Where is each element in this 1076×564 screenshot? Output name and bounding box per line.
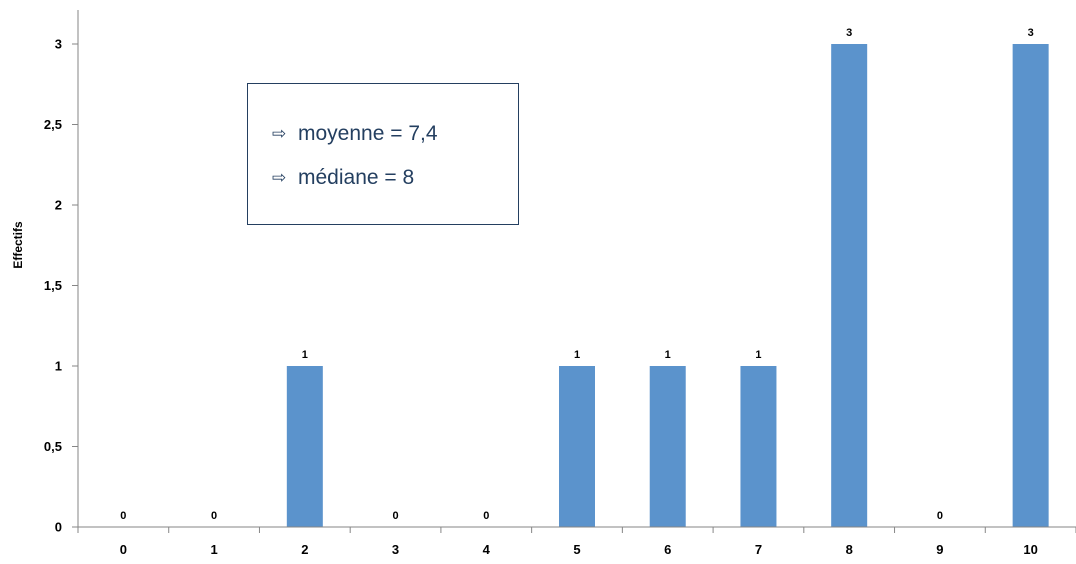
bar	[831, 44, 868, 527]
y-tick-label: 0	[55, 520, 62, 535]
bar-data-label: 0	[483, 510, 489, 522]
y-tick-label: 1,5	[44, 278, 62, 293]
data-labels-group: 0 0 1 0 0 1 1 1 3 0 3	[120, 27, 1033, 522]
x-axis: 0 1 2 3 4 5 6 7 8 9 10	[77, 526, 1076, 557]
right-arrow-icon: ⇨	[272, 124, 287, 143]
bar	[740, 366, 777, 527]
bar	[559, 366, 595, 527]
y-axis-title: Effectifs	[11, 221, 25, 269]
bar	[286, 366, 323, 527]
x-tick-label: 4	[483, 542, 491, 557]
stats-annotation-box: ⇨ moyenne = 7,4 ⇨ médiane = 8	[247, 83, 519, 225]
mean-line: ⇨ moyenne = 7,4	[272, 122, 518, 146]
x-tick-label: 2	[301, 542, 308, 557]
mean-label: moyenne = 7,4	[298, 122, 438, 145]
y-axis: 0 0,5 1 1,5 2 2,5 3	[44, 10, 79, 535]
y-tick-label: 2	[55, 198, 62, 213]
median-line: ⇨ médiane = 8	[272, 166, 518, 190]
bar-data-label: 0	[211, 510, 217, 522]
right-arrow-icon: ⇨	[272, 168, 287, 187]
bar-data-label: 1	[302, 349, 308, 361]
x-tick-label: 3	[392, 542, 399, 557]
x-tick-label: 6	[664, 542, 671, 557]
bar-data-label: 0	[120, 510, 126, 522]
x-tick-label: 8	[846, 542, 853, 557]
y-tick-label: 2,5	[44, 117, 62, 132]
x-tick-label: 5	[573, 542, 580, 557]
x-tick-label: 10	[1023, 542, 1037, 557]
x-tick-label: 9	[936, 542, 943, 557]
bar-data-label: 3	[846, 27, 852, 39]
bar-data-label: 1	[665, 349, 671, 361]
bar-data-label: 1	[755, 349, 761, 361]
x-tick-label: 7	[755, 542, 762, 557]
bar-data-label: 0	[392, 510, 398, 522]
y-tick-label: 3	[55, 37, 62, 52]
bar-data-label: 1	[574, 349, 580, 361]
bar-data-label: 0	[937, 510, 943, 522]
bar	[649, 366, 686, 527]
bar-data-label: 3	[1028, 27, 1034, 39]
bars-group	[286, 44, 1049, 527]
median-label: médiane = 8	[298, 166, 415, 189]
bar	[1012, 44, 1049, 527]
x-tick-label: 1	[210, 542, 217, 557]
y-tick-label: 1	[55, 359, 62, 374]
x-tick-label: 0	[120, 542, 127, 557]
y-tick-label: 0,5	[44, 439, 62, 454]
